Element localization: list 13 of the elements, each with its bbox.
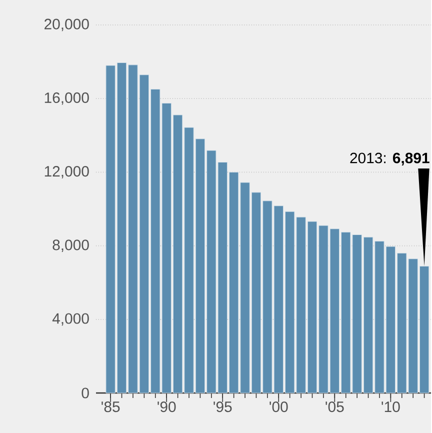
annotation: 2013: 6,891 xyxy=(350,152,430,166)
x-tick-label: '85 xyxy=(102,402,120,412)
x-tick-label: '10 xyxy=(382,402,400,412)
y-tick-label: 4,000 xyxy=(52,313,90,326)
x-tick-label: '95 xyxy=(214,402,232,412)
y-tick-label: 8,000 xyxy=(52,240,90,252)
y-tick-label: 20,000 xyxy=(44,18,90,32)
y-tick-label: 12,000 xyxy=(45,166,90,178)
x-tick-label: '90 xyxy=(158,402,176,412)
x-tick-label: '05 xyxy=(326,402,344,412)
y-tick-label: 16,000 xyxy=(45,92,90,105)
x-tick-label: '00 xyxy=(270,402,288,412)
y-tick-label: 0 xyxy=(82,388,90,398)
